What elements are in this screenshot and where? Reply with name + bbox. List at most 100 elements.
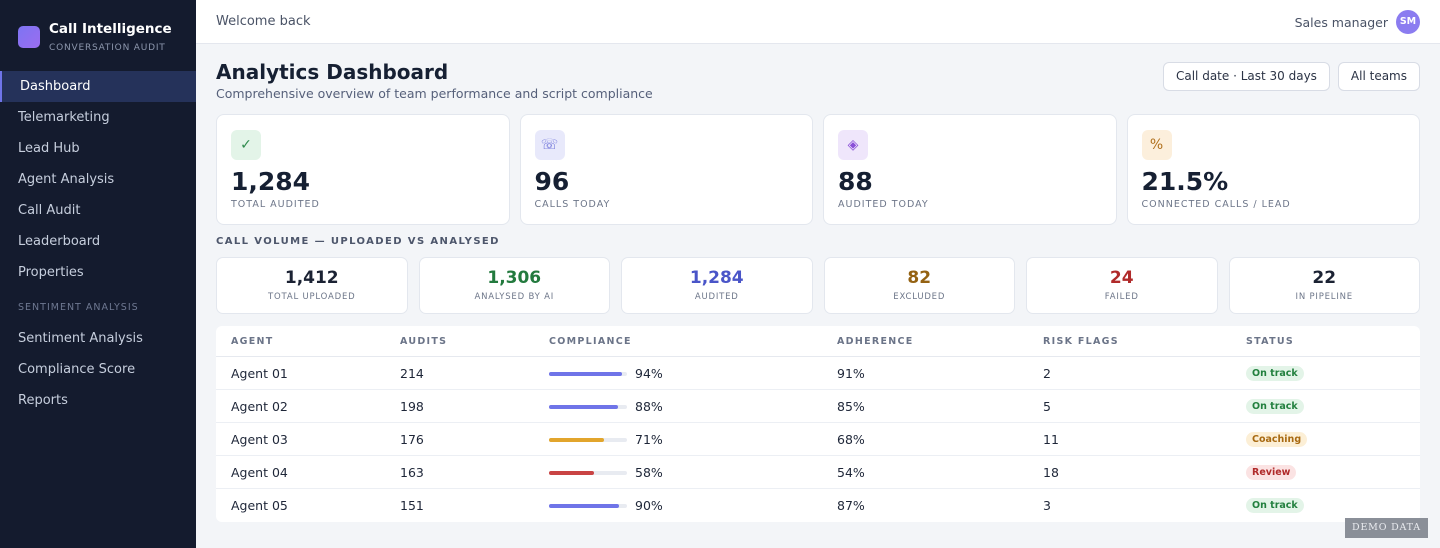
kpi-value: 1,284	[231, 167, 311, 196]
kpi-label: CALLS TODAY	[534, 199, 611, 210]
column-header-adherence[interactable]: ADHERENCE	[837, 336, 914, 347]
sidebar-item-properties[interactable]: Properties	[18, 265, 84, 280]
sidebar-item-compliance-score[interactable]: Compliance Score	[18, 362, 136, 377]
compliance-bar	[549, 471, 627, 475]
section-title-call-volume: CALL VOLUME — UPLOADED VS ANALYSED	[216, 236, 500, 247]
sidebar-item-call-audit[interactable]: Call Audit	[18, 203, 81, 218]
compliance-bar-fill	[549, 504, 620, 508]
kpi-value: 96	[534, 167, 570, 196]
cell-compliance: 88%	[635, 399, 663, 414]
volume-row: 1,412 TOTAL UPLOADED 1,306 ANALYSED BY A…	[216, 257, 1420, 314]
filters: Call date · Last 30 days All teams	[1155, 62, 1420, 91]
column-header-agent[interactable]: AGENT	[231, 336, 274, 347]
compliance-bar-fill	[549, 405, 618, 409]
brand-logo	[18, 25, 40, 48]
volume-value: 1,284	[689, 268, 744, 288]
table-row[interactable]: Agent 03 176 71% 68% 11 Coaching	[216, 423, 1420, 456]
sidebar-item-reports[interactable]: Reports	[18, 393, 68, 408]
cell-agent: Agent 05	[231, 498, 288, 513]
table-header: AGENT AUDITS COMPLIANCE ADHERENCE RISK F…	[216, 326, 1420, 357]
sidebar-nav: Dashboard Telemarketing Lead Hub Agent A…	[0, 71, 196, 416]
sidebar-item-agent-analysis[interactable]: Agent Analysis	[18, 172, 115, 187]
cell-risk-flags: 18	[1043, 465, 1059, 480]
kpi-label: TOTAL AUDITED	[231, 199, 320, 210]
volume-label: EXCLUDED	[893, 292, 946, 302]
sidebar-item-telemarketing[interactable]: Telemarketing	[18, 110, 110, 125]
column-header-risk-flags[interactable]: RISK FLAGS	[1043, 336, 1119, 347]
cell-adherence: 85%	[837, 399, 865, 414]
volume-card: 82 EXCLUDED	[823, 257, 1015, 314]
compliance-bar	[549, 372, 627, 376]
avatar[interactable]: SM	[1396, 10, 1420, 34]
cell-compliance: 71%	[635, 432, 663, 447]
compliance-bar-fill	[549, 471, 595, 475]
brand-subtitle: CONVERSATION AUDIT	[49, 42, 166, 53]
table-body: Agent 01 214 94% 91% 2 On track Agent 02…	[216, 357, 1420, 522]
team-filter-button[interactable]: All teams	[1337, 62, 1420, 91]
volume-value: 1,412	[284, 268, 339, 288]
demo-data-watermark: DEMO DATA	[1345, 518, 1428, 538]
table-row[interactable]: Agent 02 198 88% 85% 5 On track	[216, 390, 1420, 423]
user-role: Sales manager	[1294, 14, 1388, 30]
topbar: Welcome back Sales manager SM	[196, 0, 1440, 44]
volume-label: TOTAL UPLOADED	[268, 292, 356, 302]
status-badge: On track	[1246, 366, 1304, 381]
kpi-card: ◈ 88 AUDITED TODAY	[823, 114, 1117, 225]
compliance-bar	[549, 504, 627, 508]
sidebar-section-title: SENTIMENT ANALYSIS	[18, 302, 139, 313]
brand-text: Call Intelligence CONVERSATION AUDIT	[49, 21, 172, 53]
volume-label: IN PIPELINE	[1295, 292, 1353, 302]
compliance-bar	[549, 438, 627, 442]
kpi-card: % 21.5% CONNECTED CALLS / LEAD	[1126, 114, 1420, 225]
sidebar-item-leaderboard[interactable]: Leaderboard	[18, 234, 101, 249]
welcome-text: Welcome back	[216, 14, 311, 29]
table-row[interactable]: Agent 05 151 90% 87% 3 On track	[216, 489, 1420, 522]
volume-label: AUDITED	[694, 292, 739, 302]
cell-agent: Agent 01	[231, 366, 288, 381]
compliance-bar-fill	[549, 438, 605, 442]
kpi-card: ✓ 1,284 TOTAL AUDITED	[216, 114, 510, 225]
volume-value: 22	[1312, 268, 1337, 288]
table-row[interactable]: Agent 04 163 58% 54% 18 Review	[216, 456, 1420, 489]
volume-value: 24	[1109, 268, 1134, 288]
column-header-compliance[interactable]: COMPLIANCE	[549, 336, 632, 347]
check-icon: ✓	[231, 130, 261, 160]
sidebar-item-sentiment-analysis[interactable]: Sentiment Analysis	[18, 331, 143, 346]
compliance-bar	[549, 405, 627, 409]
cell-adherence: 68%	[837, 432, 865, 447]
cell-compliance: 58%	[635, 465, 663, 480]
agent-table: AGENT AUDITS COMPLIANCE ADHERENCE RISK F…	[216, 326, 1420, 522]
kpi-value: 21.5%	[1141, 167, 1229, 196]
column-header-status[interactable]: STATUS	[1246, 336, 1295, 347]
cell-agent: Agent 02	[231, 399, 288, 414]
volume-value: 82	[907, 268, 932, 288]
cell-adherence: 91%	[837, 366, 865, 381]
status-badge: Review	[1246, 465, 1297, 480]
volume-card: 24 FAILED	[1026, 257, 1218, 314]
cell-compliance: 94%	[635, 366, 663, 381]
sidebar-item-lead-hub[interactable]: Lead Hub	[18, 141, 80, 156]
table-row[interactable]: Agent 01 214 94% 91% 2 On track	[216, 357, 1420, 390]
volume-card: 22 IN PIPELINE	[1228, 257, 1420, 314]
volume-label: FAILED	[1104, 292, 1139, 302]
cell-audits: 198	[400, 399, 424, 414]
volume-card: 1,306 ANALYSED BY AI	[418, 257, 610, 314]
cell-risk-flags: 3	[1043, 498, 1051, 513]
status-badge: On track	[1246, 399, 1304, 414]
compliance-bar-fill	[549, 372, 623, 376]
column-header-audits[interactable]: AUDITS	[400, 336, 448, 347]
percent-icon: %	[1141, 130, 1172, 160]
cell-audits: 163	[400, 465, 424, 480]
cell-agent: Agent 04	[231, 465, 288, 480]
sidebar-item-dashboard[interactable]: Dashboard	[0, 71, 196, 102]
date-filter-button[interactable]: Call date · Last 30 days	[1162, 62, 1330, 91]
phone-icon: ☏	[534, 130, 565, 160]
cell-adherence: 87%	[837, 498, 865, 513]
kpi-label: AUDITED TODAY	[838, 199, 929, 210]
user-menu[interactable]: Sales manager SM	[1295, 10, 1420, 34]
kpi-label: CONNECTED CALLS / LEAD	[1141, 199, 1291, 210]
kpi-value: 88	[838, 167, 873, 196]
cell-audits: 214	[400, 366, 424, 381]
status-badge: On track	[1246, 498, 1304, 513]
cell-audits: 151	[400, 498, 424, 513]
